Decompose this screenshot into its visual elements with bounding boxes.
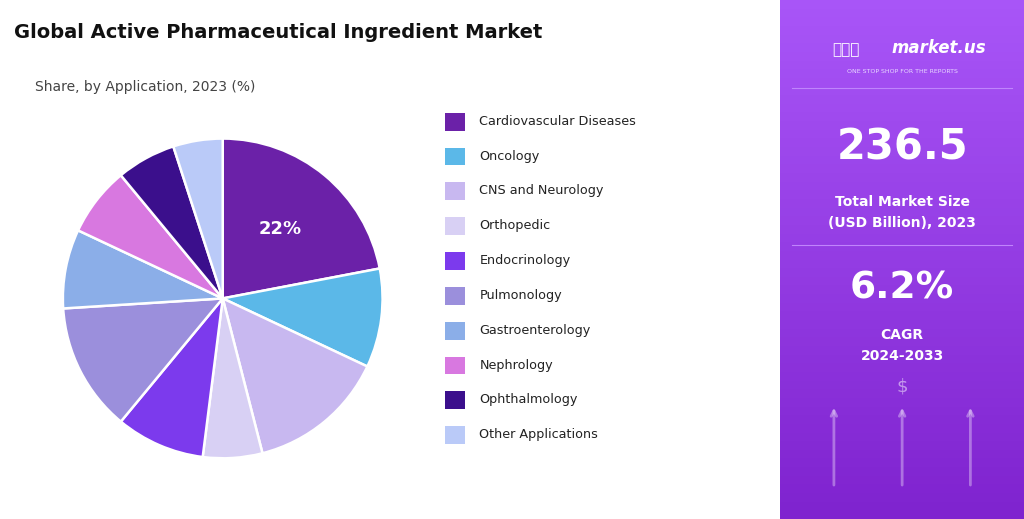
Text: Gastroenterology: Gastroenterology [479,324,591,337]
Text: (USD Billion), 2023: (USD Billion), 2023 [828,216,976,230]
Bar [445,217,466,235]
Wedge shape [223,298,368,453]
Bar [445,113,466,131]
Text: Global Active Pharmaceutical Ingredient Market: Global Active Pharmaceutical Ingredient … [14,23,543,43]
Text: 236.5: 236.5 [837,127,968,169]
Wedge shape [62,230,223,308]
Text: ONE STOP SHOP FOR THE REPORTS: ONE STOP SHOP FOR THE REPORTS [847,69,957,74]
Bar [445,287,466,305]
Text: Other Applications: Other Applications [479,428,598,441]
Text: Oncology: Oncology [479,149,540,162]
Text: $: $ [896,378,908,395]
Text: 22%: 22% [258,221,301,238]
Bar [445,391,466,409]
Text: 2024-2033: 2024-2033 [860,349,944,362]
Text: CNS and Neurology: CNS and Neurology [479,184,604,198]
Wedge shape [121,146,223,298]
Wedge shape [63,298,223,421]
Text: Ophthalmology: Ophthalmology [479,393,578,406]
Wedge shape [78,175,223,298]
Text: Orthopedic: Orthopedic [479,220,551,233]
Text: Total Market Size: Total Market Size [835,196,970,209]
Text: Endocrinology: Endocrinology [479,254,570,267]
Bar [445,357,466,374]
Text: Cardiovascular Diseases: Cardiovascular Diseases [479,115,636,128]
Wedge shape [173,139,223,298]
Text: 6.2%: 6.2% [850,270,954,306]
Bar [445,148,466,166]
Wedge shape [223,268,383,366]
Bar [445,183,466,200]
Wedge shape [222,139,380,298]
Text: Nephrology: Nephrology [479,359,553,372]
Wedge shape [203,298,262,458]
Text: CAGR: CAGR [881,328,924,342]
Bar [445,322,466,339]
Text: Share, by Application, 2023 (%): Share, by Application, 2023 (%) [35,80,255,94]
Text: market.us: market.us [891,39,986,57]
Bar [445,252,466,270]
Bar [445,426,466,444]
Wedge shape [121,298,223,457]
Text: ⫟⫟⫟: ⫟⫟⫟ [833,42,860,57]
Text: Pulmonology: Pulmonology [479,289,562,302]
